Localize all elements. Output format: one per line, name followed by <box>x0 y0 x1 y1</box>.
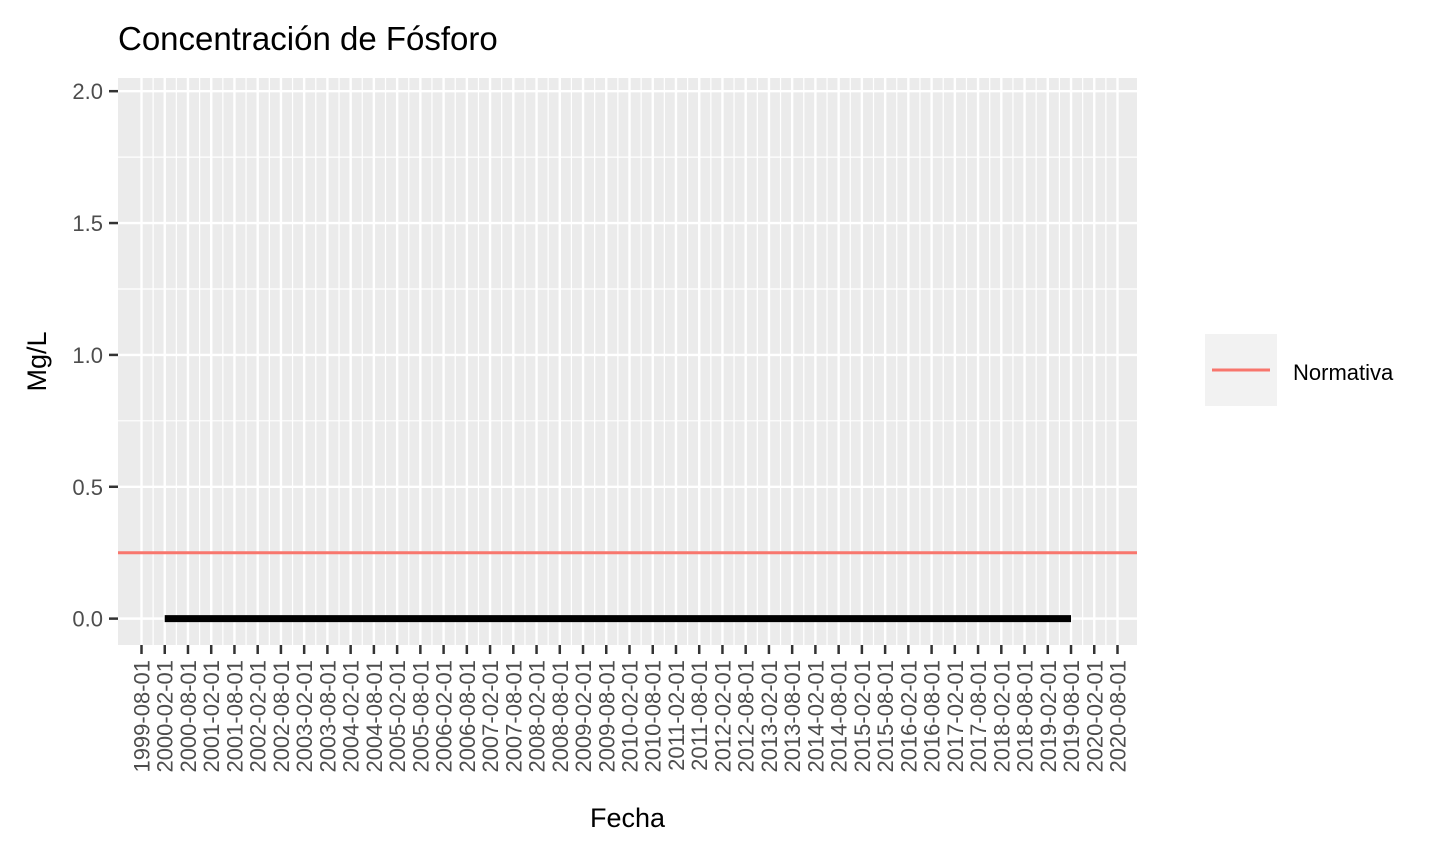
x-tick-label: 2010-02-01 <box>618 660 643 773</box>
x-tick-label: 2012-08-01 <box>734 660 759 773</box>
x-tick-label: 2007-02-01 <box>478 660 503 773</box>
x-tick-label: 2009-02-01 <box>571 660 596 773</box>
x-tick-label: 2019-08-01 <box>1059 660 1084 773</box>
x-tick-label: 2003-08-01 <box>315 660 340 773</box>
legend-label: Normativa <box>1293 360 1394 385</box>
x-tick-label: 2002-02-01 <box>246 660 271 773</box>
chart-title: Concentración de Fósforo <box>118 20 498 57</box>
x-tick-label: 2012-02-01 <box>710 660 735 773</box>
x-tick-label: 2001-08-01 <box>222 660 247 773</box>
y-tick-label: 0.5 <box>72 475 103 500</box>
x-tick-label: 2004-02-01 <box>339 660 364 773</box>
x-tick-label: 2003-02-01 <box>292 660 317 773</box>
x-tick-label: 2000-02-01 <box>153 660 178 773</box>
x-tick-label: 2014-08-01 <box>827 660 852 773</box>
x-tick-label: 2005-08-01 <box>408 660 433 773</box>
x-tick-label: 2018-02-01 <box>989 660 1014 773</box>
x-tick-label: 2018-08-01 <box>1013 660 1038 773</box>
x-tick-label: 2005-02-01 <box>385 660 410 773</box>
y-tick-label: 1.0 <box>72 343 103 368</box>
x-tick-label: 2001-02-01 <box>199 660 224 773</box>
x-tick-label: 2000-08-01 <box>176 660 201 773</box>
series-layer <box>118 551 1137 623</box>
plot-panel <box>118 78 1137 645</box>
x-tick-label: 2015-02-01 <box>850 660 875 773</box>
x-axis-title: Fecha <box>590 803 666 833</box>
y-axis-title: Mg/L <box>22 331 52 391</box>
x-tick-label: 2013-02-01 <box>757 660 782 773</box>
x-tick-label: 2006-02-01 <box>432 660 457 773</box>
y-tick-label: 0.0 <box>72 607 103 632</box>
x-tick-label: 2011-08-01 <box>687 660 712 771</box>
x-tick-label: 2008-08-01 <box>548 660 573 773</box>
x-tick-label: 2017-08-01 <box>966 660 991 773</box>
x-tick-label: 2014-02-01 <box>803 660 828 773</box>
x-tick-label: 2006-08-01 <box>455 660 480 773</box>
x-tick-label: 2017-02-01 <box>943 660 968 773</box>
x-tick-label: 2007-08-01 <box>501 660 526 773</box>
x-tick-label: 2013-08-01 <box>780 660 805 773</box>
x-tick-label: 2008-02-01 <box>525 660 550 773</box>
x-tick-label: 2016-02-01 <box>896 660 921 773</box>
legend: Normativa <box>1205 334 1394 406</box>
y-tick-label: 1.5 <box>72 211 103 236</box>
x-axis: 1999-08-012000-02-012000-08-012001-02-01… <box>130 645 1131 773</box>
x-tick-label: 2016-08-01 <box>920 660 945 773</box>
y-tick-label: 2.0 <box>72 79 103 104</box>
x-tick-label: 2010-08-01 <box>641 660 666 773</box>
x-tick-label: 2015-08-01 <box>873 660 898 773</box>
x-tick-label: 2020-02-01 <box>1082 660 1107 773</box>
y-axis: 0.0 0.5 1.0 1.5 2.0 <box>72 79 118 632</box>
x-tick-label: 2020-08-01 <box>1106 660 1131 773</box>
x-tick-label: 2004-08-01 <box>362 660 387 773</box>
x-tick-label: 2002-08-01 <box>269 660 294 773</box>
x-tick-label: 2009-08-01 <box>594 660 619 773</box>
x-tick-label: 1999-08-01 <box>130 660 155 773</box>
x-tick-label: 2011-02-01 <box>664 660 689 771</box>
x-tick-label: 2019-02-01 <box>1036 660 1061 773</box>
